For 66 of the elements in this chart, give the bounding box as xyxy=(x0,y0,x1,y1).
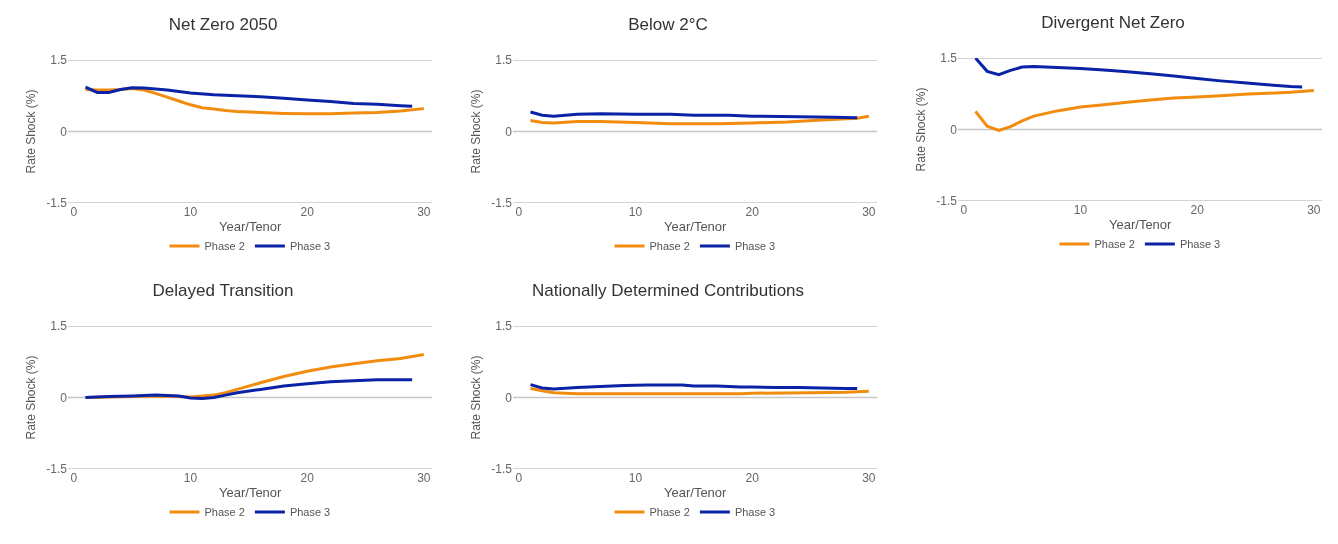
y-tick-label: -1.5 xyxy=(491,462,513,477)
y-tick-label: 1.5 xyxy=(495,53,513,68)
y-tick-label: -1.5 xyxy=(46,196,68,211)
line-series xyxy=(974,58,1304,89)
x-axis-title: Year/Tenor xyxy=(1109,217,1173,232)
x-axis-title: Year/Tenor xyxy=(219,485,283,500)
x-tick-label: 20 xyxy=(745,205,760,219)
x-tick-label: 30 xyxy=(1307,203,1321,217)
y-tick-label: -1.5 xyxy=(936,194,958,209)
chart-title: Net Zero 2050 xyxy=(168,15,278,35)
y-tick-label: 0 xyxy=(505,124,513,139)
y-tick-label: 1.5 xyxy=(495,319,513,334)
line-series xyxy=(84,87,426,116)
line-series xyxy=(84,85,414,108)
chart-title: Nationally Determined Contributions xyxy=(531,281,805,301)
y-axis-title: Rate Shock (%) xyxy=(468,355,483,440)
x-tick-label: 0 xyxy=(70,471,78,485)
x-tick-label: 30 xyxy=(862,471,876,485)
x-tick-label: 30 xyxy=(862,205,876,219)
y-axis-title: Rate Shock (%) xyxy=(23,89,38,174)
legend-label: Phase 2 xyxy=(204,240,245,253)
x-tick-label: 20 xyxy=(1190,203,1205,217)
y-tick-label: 1.5 xyxy=(940,51,958,66)
y-tick-label: -1.5 xyxy=(46,462,68,477)
x-tick-label: 0 xyxy=(960,203,968,217)
y-tick-label: 0 xyxy=(950,122,958,137)
chart-title: Below 2°C xyxy=(628,15,708,35)
y-tick-label: 1.5 xyxy=(50,53,68,68)
x-tick-label: 30 xyxy=(417,471,431,485)
y-tick-label: 0 xyxy=(60,124,68,139)
y-axis-title: Rate Shock (%) xyxy=(23,355,38,440)
x-tick-label: 10 xyxy=(628,205,643,219)
x-tick-label: 10 xyxy=(183,471,198,485)
x-tick-label: 0 xyxy=(515,205,523,219)
x-tick-label: 10 xyxy=(183,205,198,219)
chart-title: Divergent Net Zero xyxy=(1041,13,1185,33)
legend-label: Phase 2 xyxy=(1094,238,1135,251)
x-tick-label: 30 xyxy=(417,205,431,219)
chart-title: Delayed Transition xyxy=(152,281,294,301)
x-tick-label: 20 xyxy=(300,471,315,485)
x-axis-title: Year/Tenor xyxy=(664,219,728,234)
x-axis-title: Year/Tenor xyxy=(219,219,283,234)
line-series xyxy=(529,114,871,126)
legend-label: Phase 3 xyxy=(1179,238,1221,251)
legend-label: Phase 2 xyxy=(649,506,690,519)
y-axis-title: Rate Shock (%) xyxy=(468,89,483,174)
legend-label: Phase 3 xyxy=(734,240,776,253)
y-tick-label: 1.5 xyxy=(50,319,68,334)
x-tick-label: 0 xyxy=(70,205,78,219)
x-tick-label: 10 xyxy=(1073,203,1088,217)
x-tick-label: 20 xyxy=(300,205,315,219)
x-tick-label: 20 xyxy=(745,471,760,485)
line-series xyxy=(84,378,414,400)
x-tick-label: 10 xyxy=(628,471,643,485)
legend-label: Phase 3 xyxy=(734,506,776,519)
legend-label: Phase 3 xyxy=(289,240,331,253)
line-series xyxy=(974,88,1316,132)
y-tick-label: 0 xyxy=(60,390,68,405)
legend-label: Phase 3 xyxy=(289,506,331,519)
y-tick-label: 0 xyxy=(505,390,513,405)
y-tick-label: -1.5 xyxy=(491,196,513,211)
x-tick-label: 0 xyxy=(515,471,523,485)
x-axis-title: Year/Tenor xyxy=(664,485,728,500)
legend-label: Phase 2 xyxy=(204,506,245,519)
y-axis-title: Rate Shock (%) xyxy=(913,87,928,172)
legend-label: Phase 2 xyxy=(649,240,690,253)
